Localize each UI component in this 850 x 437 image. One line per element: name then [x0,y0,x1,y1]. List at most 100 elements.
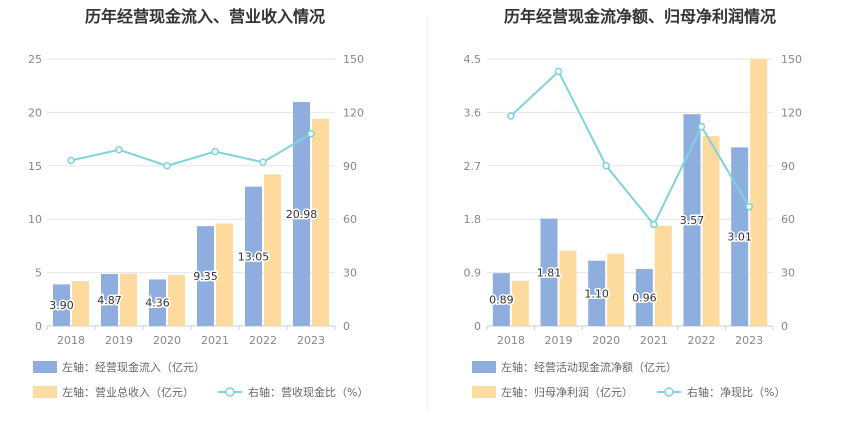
chart-panel-1: 历年经营现金流入、营业收入情况 0 0 5 30 10 60 15 90 20 120 25 150 20… [28,7,368,399]
bar-primary-2018 [492,273,510,326]
ratio-line-point-2020 [163,162,171,170]
legend-label-secondary: 左轴：营业总收入（亿元） [62,385,194,399]
chart-title: 历年经营现金流入、营业收入情况 [85,7,325,26]
bar-secondary-2022 [702,136,720,326]
bar-primary-2020 [588,260,606,326]
ratio-line-point-2022 [697,122,706,131]
x-axis-tick: 2022 [249,334,277,347]
bar-secondary-2019 [120,273,137,326]
x-axis-tick: 2018 [57,334,85,347]
right-axis-tick: 150 [343,53,364,66]
left-axis-tick: 3.6 [464,106,482,119]
x-axis-tick: 2023 [297,334,325,347]
x-axis-tick: 2021 [640,334,668,347]
x-axis-tick: 2018 [497,334,525,347]
x-axis-tick: 2023 [735,334,763,347]
right-axis-tick: 30 [343,267,357,280]
bar-secondary-2023 [312,118,329,326]
bar-primary-2022 [683,114,701,327]
bar-data-label: 13.05 [238,250,270,263]
bar-data-label: 0.96 [632,292,657,305]
right-axis-tick: 30 [781,267,795,280]
left-axis-tick: 5 [35,267,42,280]
left-axis-tick: 4.5 [464,53,482,66]
ratio-line-point-2020 [602,162,610,170]
bar-data-label: 4.36 [145,297,170,310]
left-axis-tick: 1.8 [464,213,482,226]
bar-data-label: 3.90 [49,299,74,312]
right-axis-tick: 90 [343,160,357,173]
ratio-line-point-2021 [211,147,219,156]
bar-primary-2020 [149,279,166,326]
ratio-line-series [510,69,751,227]
bar-data-label: 3.01 [727,231,752,244]
x-axis-tick: 2020 [592,334,620,347]
bar-secondary-2020 [607,253,625,326]
left-axis-tick: 20 [28,106,42,119]
ratio-line-point-2023 [745,202,753,211]
x-axis-tick: 2019 [105,334,133,347]
bar-secondary-2021 [654,225,672,326]
right-axis-tick: 0 [343,320,350,333]
right-axis-tick: 120 [343,106,364,119]
x-axis-tick: 2022 [688,334,716,347]
bar-secondary-2021 [216,223,233,326]
legend-swatch-line-point [664,387,674,397]
bar-data-label: 1.81 [537,266,562,279]
bar-data-label: 4.87 [97,294,122,307]
left-axis-tick: 2.7 [464,160,482,173]
legend-swatch-secondary [472,386,496,398]
bar-data-label: 20.98 [286,208,318,221]
bar-secondary-2023 [750,59,768,326]
bar-primary-2019 [101,273,118,326]
ratio-line-point-2018 [67,156,75,165]
bar-primary-2023 [731,147,749,326]
bar-data-label: 1.10 [584,287,609,300]
legend-label-primary: 左轴：经营活动现金流净额（亿元） [501,360,677,374]
x-axis-tick: 2019 [545,334,573,347]
bar-secondary-2020 [168,274,185,326]
left-axis-tick: 0.9 [464,267,482,280]
legend-swatch-primary [33,361,57,373]
bar-secondary-2019 [559,250,577,326]
bar-primary-2021 [635,269,653,326]
legend-label-line: 右轴：营收现金比（%） [248,385,368,399]
x-axis-tick: 2021 [201,334,229,347]
bar-primary-2021 [197,226,214,326]
left-axis-tick: 25 [28,53,42,66]
bar-data-label: 0.89 [489,294,514,307]
bar-data-label: 9.35 [193,270,218,283]
ratio-line-series [70,132,312,167]
left-axis-tick: 0 [474,320,481,333]
legend-label-secondary: 左轴：归母净利润（亿元） [501,385,633,399]
legend-swatch-line-point [225,387,235,397]
bar-primary-2023 [293,101,310,327]
chart-title: 历年经营现金流净额、归母净利润情况 [504,7,776,26]
right-axis-tick: 90 [781,160,795,173]
x-axis-tick: 2020 [153,334,181,347]
right-axis-tick: 60 [781,213,795,226]
left-axis-tick: 10 [28,213,42,226]
right-axis-tick: 120 [781,106,802,119]
ratio-line-point-2018 [507,112,515,120]
ratio-line-point-2022 [259,158,267,166]
ratio-line-point-2023 [307,130,315,138]
bar-primary-2019 [540,218,558,326]
left-axis-tick: 15 [28,160,42,173]
right-axis-tick: 0 [781,320,788,333]
bar-secondary-2018 [72,281,89,326]
bar-secondary-2018 [511,280,529,326]
right-axis-tick: 60 [343,213,357,226]
bar-data-label: 3.57 [680,214,705,227]
bar-primary-2018 [53,284,70,326]
left-axis-tick: 0 [35,320,42,333]
legend-label-line: 右轴：净现比（%） [687,385,785,399]
legend-swatch-primary [472,361,496,373]
chart-panel-2: 历年经营现金流净额、归母净利润情况 0 0 0.9 30 1.8 60 2.7 90 3.6 120… [464,7,803,399]
bar-primary-2022 [245,186,262,326]
right-axis-tick: 150 [781,53,802,66]
ratio-line-point-2021 [650,220,658,229]
legend-label-primary: 左轴：经营现金流入（亿元） [62,360,205,374]
legend-swatch-secondary [33,386,57,398]
